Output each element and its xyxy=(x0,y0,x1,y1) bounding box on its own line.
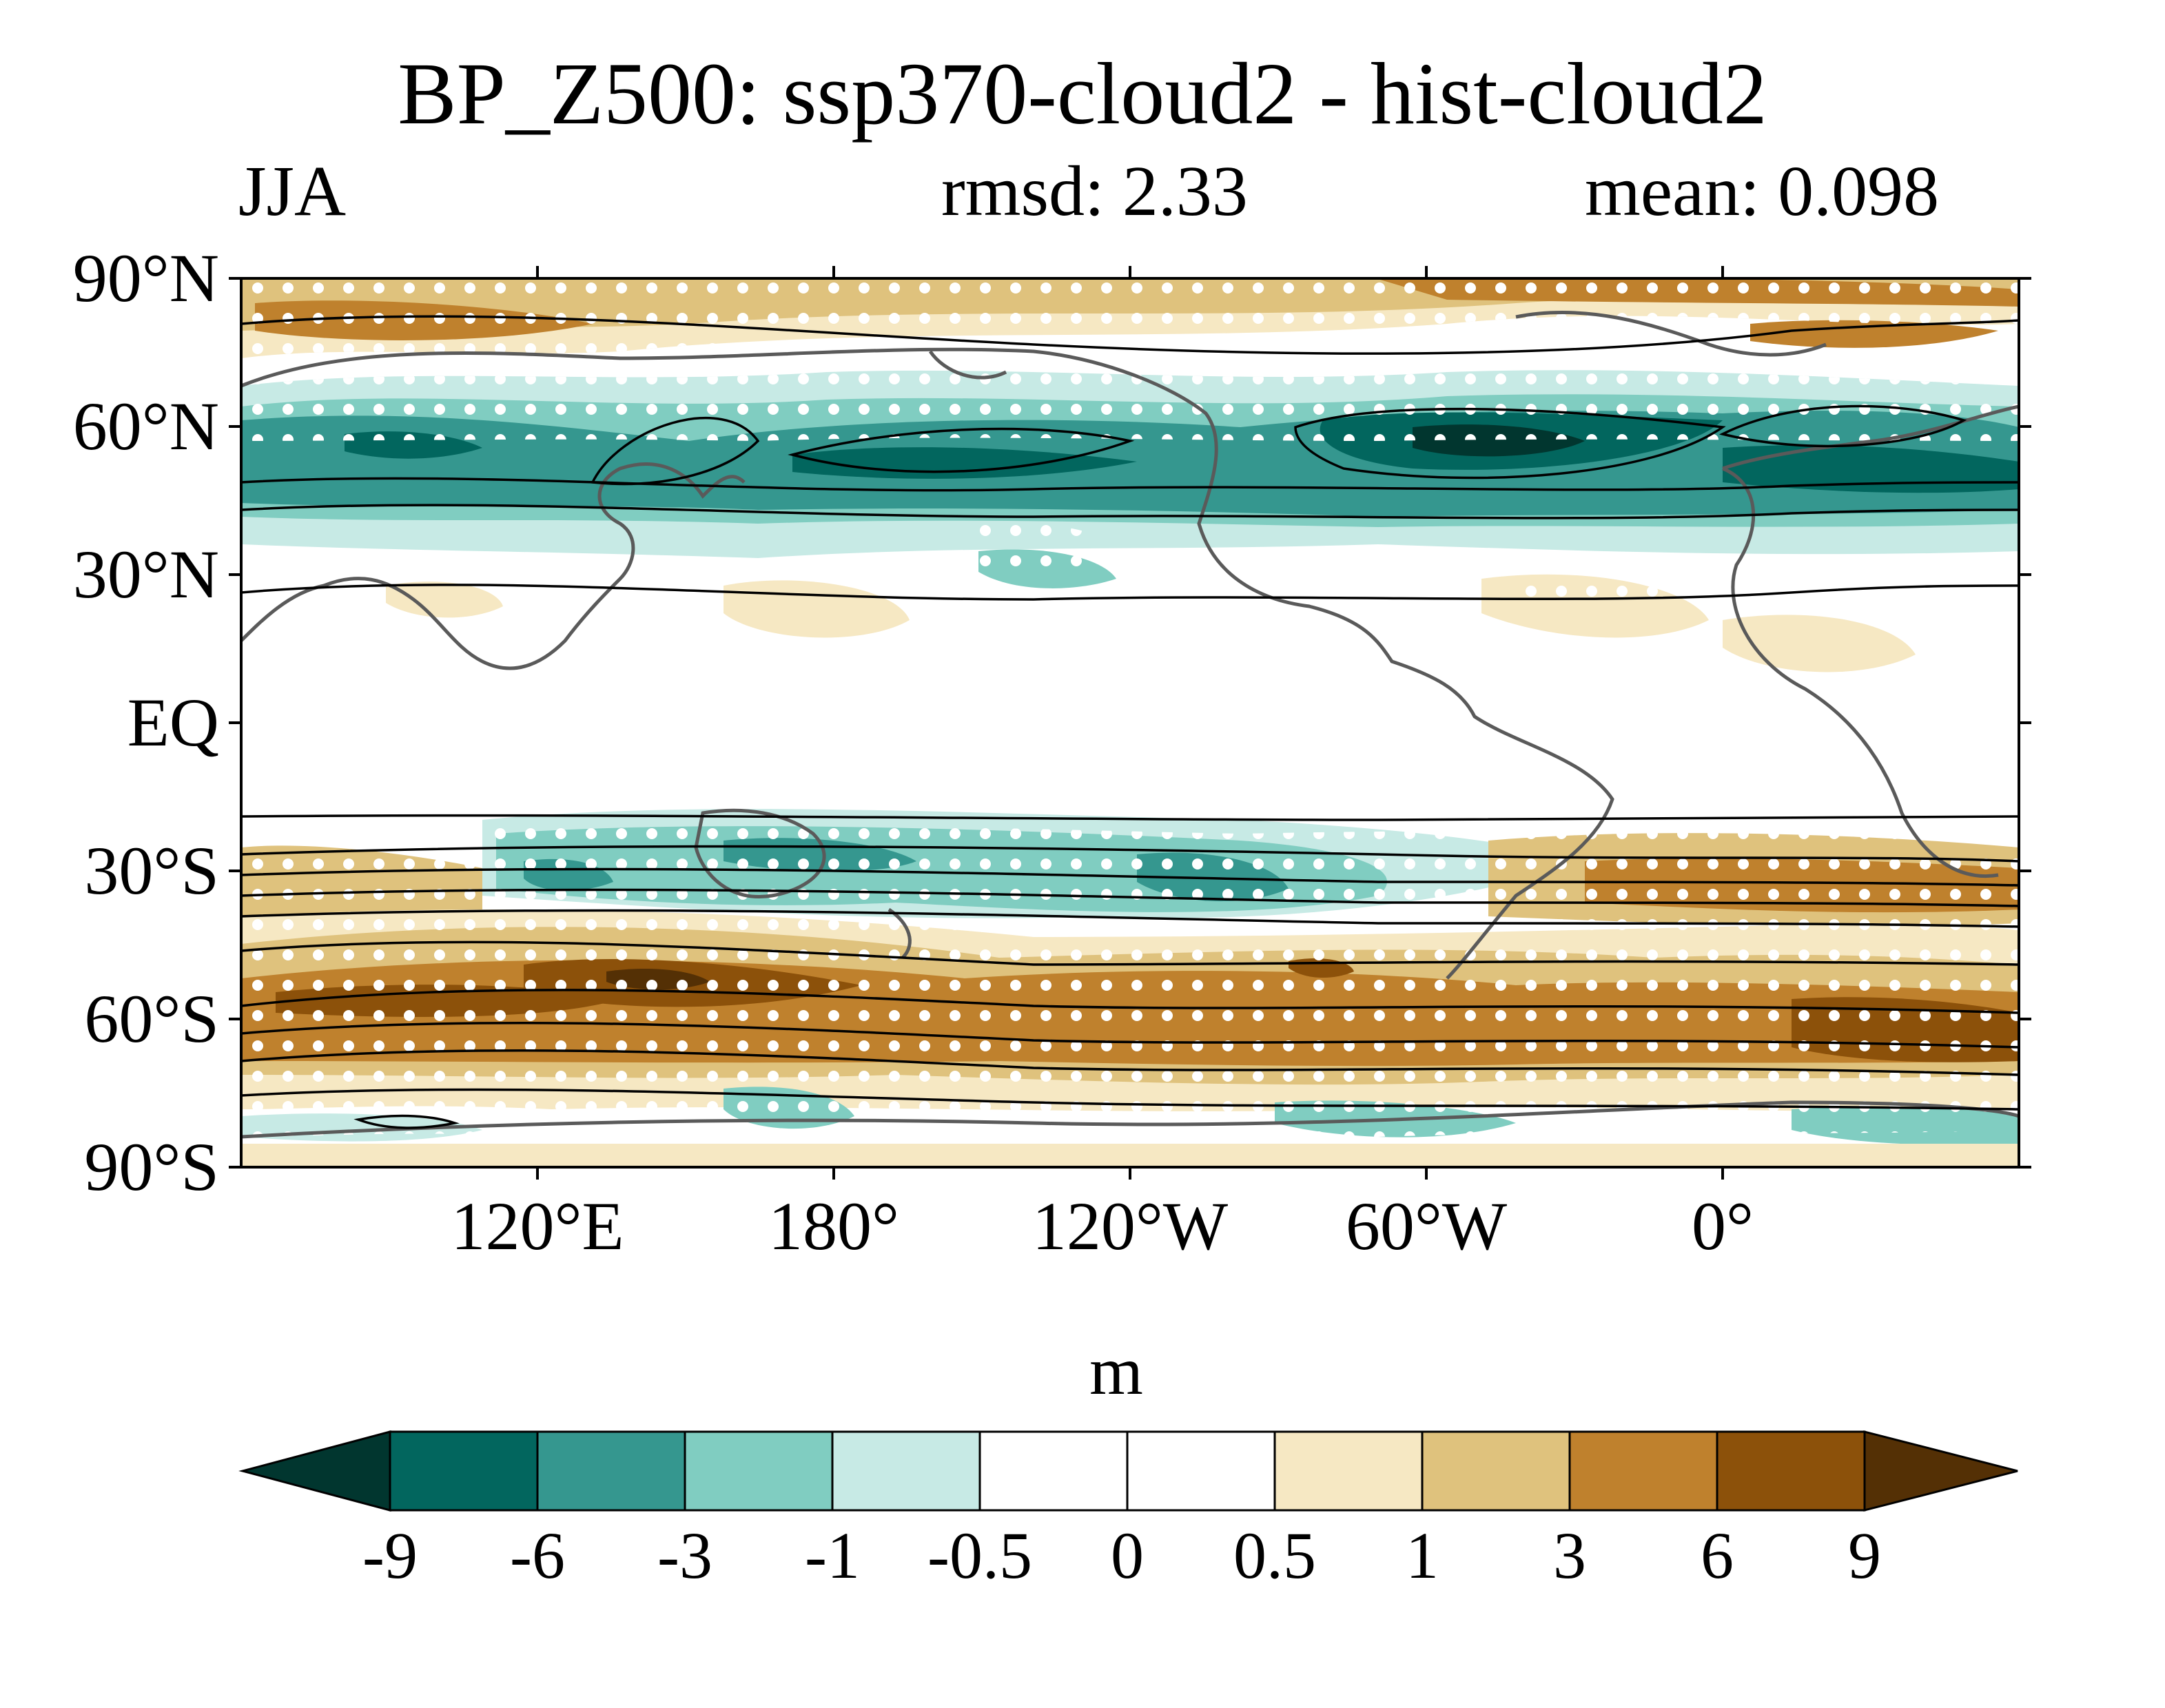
colorbar-level-label: -9 xyxy=(362,1519,418,1592)
colorbar-box xyxy=(1568,1430,1718,1512)
colorbar-box xyxy=(389,1430,539,1512)
anomaly-region xyxy=(1723,615,1916,672)
colorbar-level-label: 1 xyxy=(1406,1519,1439,1592)
colorbar-level-label: 3 xyxy=(1553,1519,1586,1592)
lon-label: 180° xyxy=(768,1188,899,1264)
anomaly-region xyxy=(241,1144,2019,1167)
axis-ticks xyxy=(229,266,2031,1180)
lon-label: 120°W xyxy=(1032,1188,1229,1264)
anomaly-region xyxy=(792,447,1137,479)
colorbar-level-label: 9 xyxy=(1848,1519,1881,1592)
mean-label: mean: 0.098 xyxy=(1585,152,1940,231)
colorbar-box xyxy=(831,1430,981,1512)
colorbar-level-label: -6 xyxy=(510,1519,565,1592)
colorbar-box xyxy=(1716,1430,1866,1512)
colorbar xyxy=(238,1430,2018,1512)
climatology-contours xyxy=(241,315,2019,1129)
colorbar-box xyxy=(1421,1430,1571,1512)
lat-label: 90°S xyxy=(84,1129,219,1205)
colorbar-box xyxy=(684,1430,834,1512)
colorbar-max-triangle xyxy=(1863,1430,2018,1512)
significance-stippling xyxy=(965,522,1144,586)
colorbar-level-label: -1 xyxy=(805,1519,860,1592)
lon-label: 60°W xyxy=(1345,1188,1508,1264)
map-title: BP_Z500: ssp370-cloud2 - hist-cloud2 xyxy=(398,45,1767,143)
colorbar-box xyxy=(1126,1430,1276,1512)
coastlines xyxy=(241,311,2019,1139)
anomaly-region xyxy=(1750,320,1998,348)
anomaly-region xyxy=(1723,445,2019,493)
lat-label: 60°N xyxy=(72,388,219,464)
colorbar-level-label: -0.5 xyxy=(927,1519,1032,1592)
colorbar-box xyxy=(978,1430,1129,1512)
colorbar-level-label: -3 xyxy=(657,1519,712,1592)
anomaly-region xyxy=(724,580,910,638)
lat-label: 30°S xyxy=(84,832,219,909)
lat-label: 60°S xyxy=(84,980,219,1057)
lon-label: 0° xyxy=(1692,1188,1754,1264)
lat-label: EQ xyxy=(127,684,219,761)
colorbar-box xyxy=(536,1430,686,1512)
anomaly-region xyxy=(386,582,503,618)
season-label: JJA xyxy=(238,152,347,231)
colorbar-level-label: 0.5 xyxy=(1233,1519,1316,1592)
lat-label: 90°N xyxy=(72,240,219,316)
map-panel xyxy=(241,278,2019,1167)
colorbar-level-label: 0 xyxy=(1111,1519,1144,1592)
significance-stippling xyxy=(241,821,2019,1139)
significance-stippling xyxy=(241,370,2019,441)
colorbar-level-label: 6 xyxy=(1701,1519,1734,1592)
lon-label: 120°E xyxy=(451,1188,624,1264)
colorbar-box xyxy=(1273,1430,1424,1512)
lat-label: 30°N xyxy=(72,536,219,613)
significance-stippling xyxy=(241,278,2019,358)
significance-stippling xyxy=(1516,564,1702,614)
colorbar-min-triangle xyxy=(238,1430,391,1512)
rmsd-label: rmsd: 2.33 xyxy=(941,152,1248,231)
colorbar-units: m xyxy=(1089,1333,1143,1409)
